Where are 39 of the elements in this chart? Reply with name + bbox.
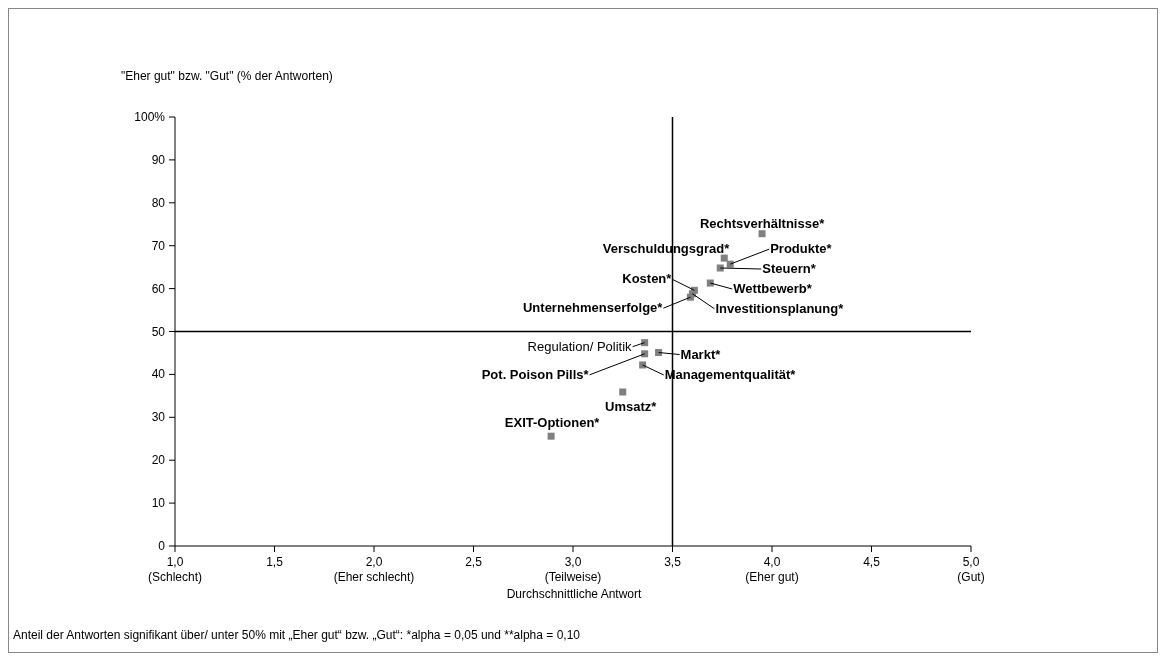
annotation: Markt* — [680, 346, 722, 362]
y-tick-label: 30 — [151, 410, 166, 425]
annotation: Kosten* — [622, 271, 673, 287]
x-axis-title: Durchschnittliche Antwort — [505, 587, 643, 601]
text: Anteil der Antworten signifikant über/ unter 50% mit „Eher gut“ bzw. „Gut“: *alpha = 0,05 und **alpha = 0,10 — [13, 628, 580, 642]
x-tick-label: 4,0 (Eher gut) — [745, 555, 799, 584]
y-tick-label: 0 — [158, 539, 166, 553]
x-tick-label: 3,0 (Teilweise) — [544, 555, 602, 584]
x-tick-label: 4,5 — [863, 555, 881, 569]
x-tick-label: 3,5 — [664, 555, 682, 569]
y-tick-label: 20 — [151, 453, 166, 468]
y-tick-label: 90 — [151, 152, 166, 167]
x-tick-label: 1,5 — [266, 555, 284, 569]
x-tick-label: 2,0 (Eher schlecht) — [333, 555, 415, 584]
y-tick-label: 10 — [151, 496, 166, 511]
point — [758, 230, 766, 238]
y-tick-label: 40 — [151, 367, 166, 382]
y-axis-title: "Eher gut" bzw. "Gut" (% der Antworten) — [121, 69, 333, 83]
annotation: Unternehmenserfolge* — [522, 300, 664, 316]
point — [547, 432, 555, 440]
annotation: Pot. Poison Pills* — [481, 366, 590, 382]
y-tick-label: 60 — [151, 281, 166, 296]
annotation: Regulation/ Politik — [527, 338, 633, 354]
annotation: Umsatz* — [605, 398, 658, 414]
y-tick-label: 80 — [151, 195, 166, 210]
point — [655, 349, 663, 357]
y-tick-label: 70 — [151, 238, 166, 253]
x-tick-label: 2,5 — [465, 555, 483, 569]
annotation: Wettbewerb* — [733, 281, 813, 297]
annotation: Rechtsverhältnisse* — [699, 215, 826, 231]
annotation: Investitionsplanung* — [715, 300, 845, 316]
x-tick-label: 5,0 (Gut) — [957, 555, 985, 584]
y-tick-label: 100% — [134, 110, 166, 124]
x-tick-label: 1,0 (Schlecht) — [147, 555, 203, 584]
annotation: Steuern* — [762, 261, 817, 277]
annotation: Produkte* — [770, 241, 833, 257]
y-tick-label: 50 — [151, 324, 166, 339]
point — [619, 388, 627, 396]
annotation: EXIT-Optionen* — [504, 415, 601, 431]
